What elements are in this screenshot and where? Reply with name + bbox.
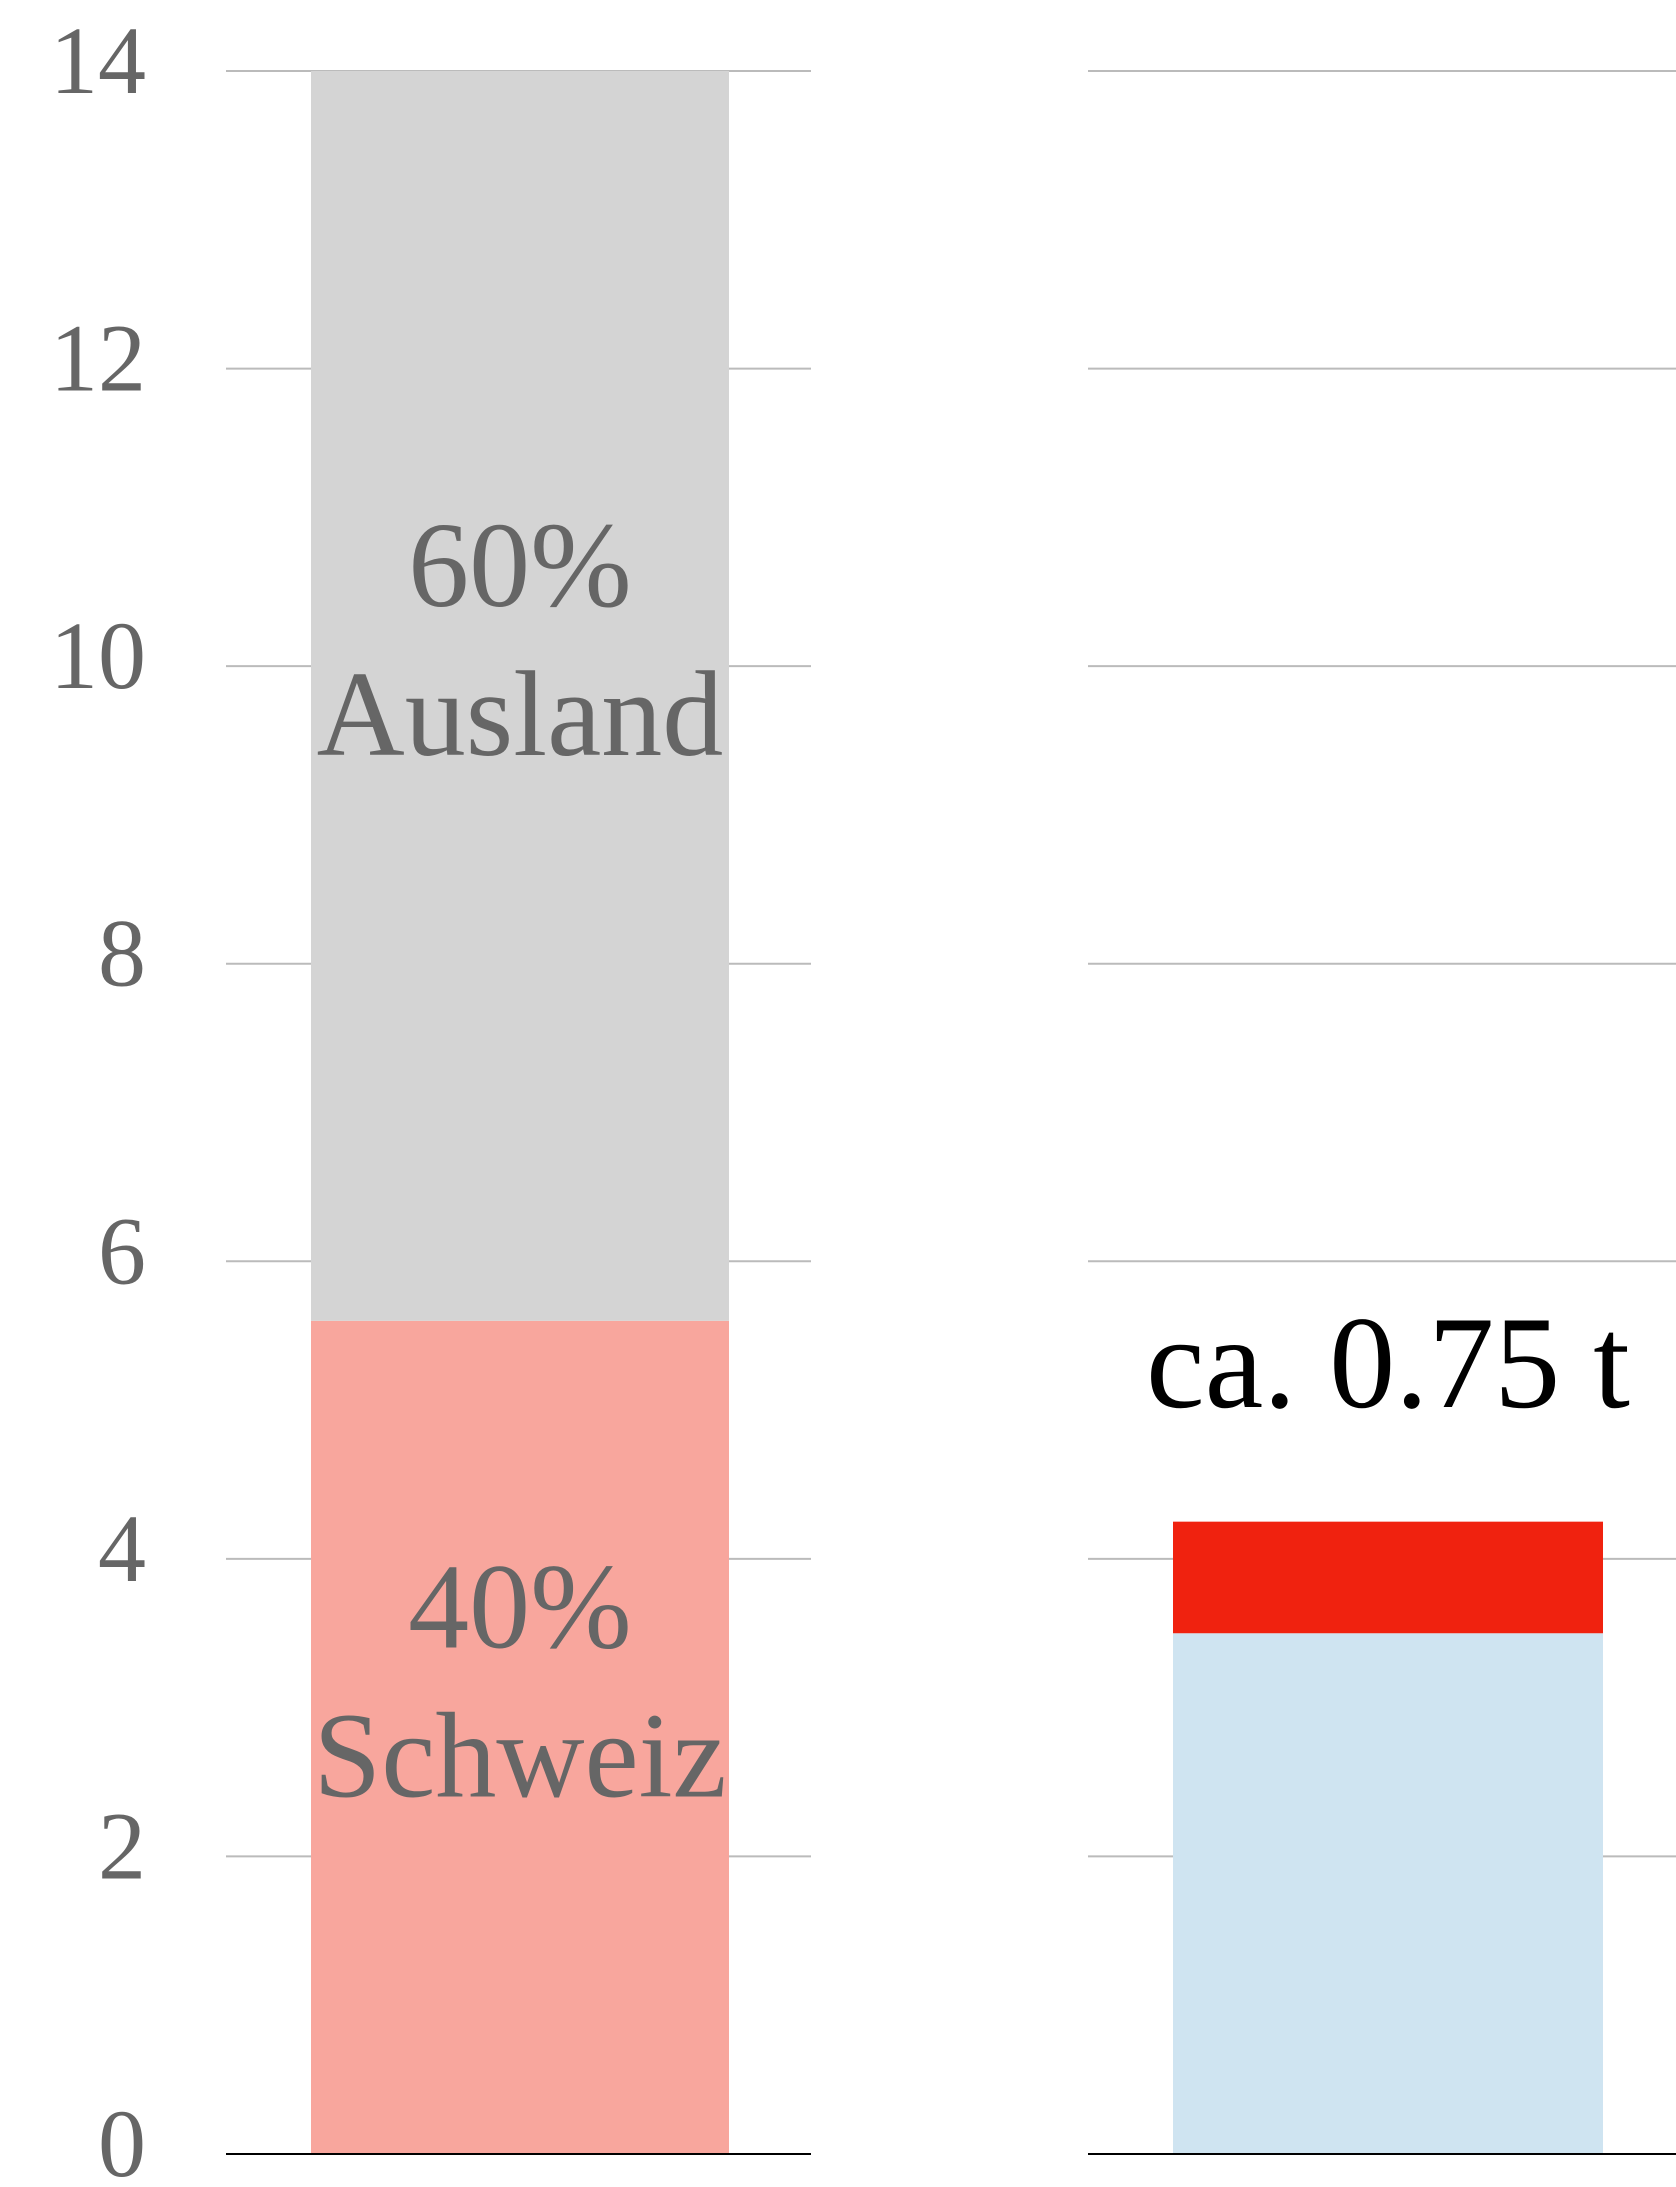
bar-segment — [1173, 1633, 1603, 2154]
annotation: ca. 0.75 t — [1146, 1289, 1630, 1436]
y-tick-label: 8 — [98, 900, 146, 1007]
y-tick-label: 12 — [50, 305, 146, 412]
y-tick-label: 6 — [98, 1197, 146, 1304]
bar-segment — [1173, 1521, 1603, 1634]
y-tick-label: 0 — [98, 2090, 146, 2187]
segment-name: Schweiz — [313, 1688, 726, 1823]
y-tick-label: 10 — [50, 602, 146, 709]
y-tick-label: 4 — [98, 1495, 146, 1602]
segment-share: 60% — [408, 498, 632, 633]
y-tick-label: 14 — [50, 7, 146, 114]
bar-segment — [311, 71, 729, 1321]
segment-share: 40% — [408, 1539, 632, 1674]
y-tick-label: 2 — [98, 1792, 146, 1899]
segment-name: Ausland — [317, 647, 724, 782]
bar-segment — [311, 1320, 729, 2154]
